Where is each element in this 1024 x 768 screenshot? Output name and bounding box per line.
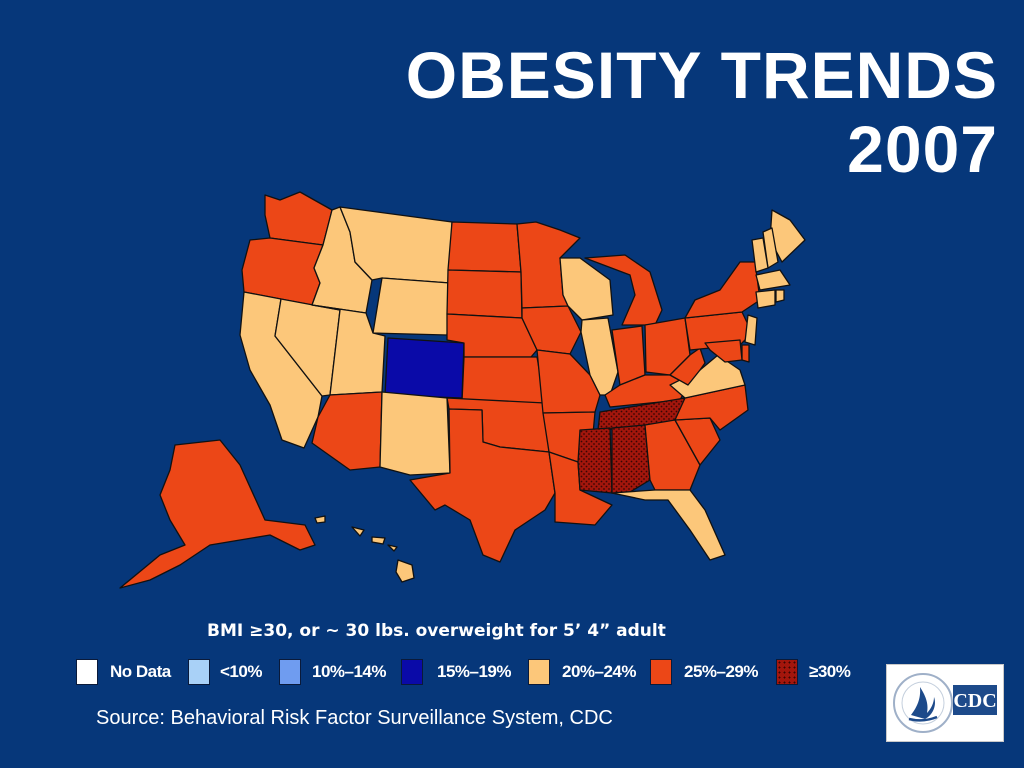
legend-swatch [401, 659, 423, 685]
legend-swatch [76, 659, 98, 685]
slide-title: OBESITY TRENDS 2007 [406, 38, 998, 186]
state-ks [461, 356, 546, 404]
state-ct [755, 289, 776, 309]
state-de [741, 344, 750, 363]
state-wi [559, 257, 614, 321]
state-wa [264, 191, 333, 246]
legend-label: 15%–19% [437, 662, 512, 681]
state-az [311, 391, 383, 471]
state-ms [577, 427, 613, 494]
cdc-logo: CDC [886, 664, 1004, 742]
legend-swatch [528, 659, 550, 685]
legend-label: 10%–14% [312, 662, 387, 681]
state-wy [372, 277, 451, 336]
hhs-eagle-icon: CDC [893, 673, 997, 733]
legend-swatch [650, 659, 672, 685]
title-line-1: OBESITY TRENDS [405, 38, 998, 112]
legend-swatch [279, 659, 301, 685]
state-nd [447, 221, 522, 273]
legend-label: ≥30% [809, 662, 851, 681]
state-wv [669, 347, 706, 386]
state-vt [751, 237, 769, 273]
legend-label: 25%–29% [684, 662, 759, 681]
source-citation: Source: Behavioral Risk Factor Surveilla… [96, 707, 613, 729]
state-hi [314, 515, 415, 583]
state-ak [119, 439, 316, 589]
title-line-2: 2007 [847, 112, 998, 186]
bmi-definition: BMI ≥30, or ~ 30 lbs. overweight for 5’ … [207, 621, 666, 641]
state-al [611, 424, 651, 496]
state-nm [379, 391, 451, 476]
legend-swatch [776, 659, 798, 685]
state-md [704, 339, 743, 363]
state-sd [446, 269, 523, 319]
state-fl [611, 489, 726, 561]
legend-label: 20%–24% [562, 662, 637, 681]
state-ny [684, 261, 761, 319]
state-ri [775, 289, 785, 303]
state-co [384, 337, 465, 399]
legend-label: No Data [110, 662, 171, 681]
state-ut [311, 304, 386, 396]
state-tx [409, 408, 556, 563]
state-nj [744, 314, 758, 346]
us-obesity-map [119, 191, 806, 589]
legend-swatch [188, 659, 210, 685]
cdc-logo-text: CDC [953, 690, 996, 712]
legend-label: <10% [220, 662, 262, 681]
state-ma [755, 269, 791, 291]
